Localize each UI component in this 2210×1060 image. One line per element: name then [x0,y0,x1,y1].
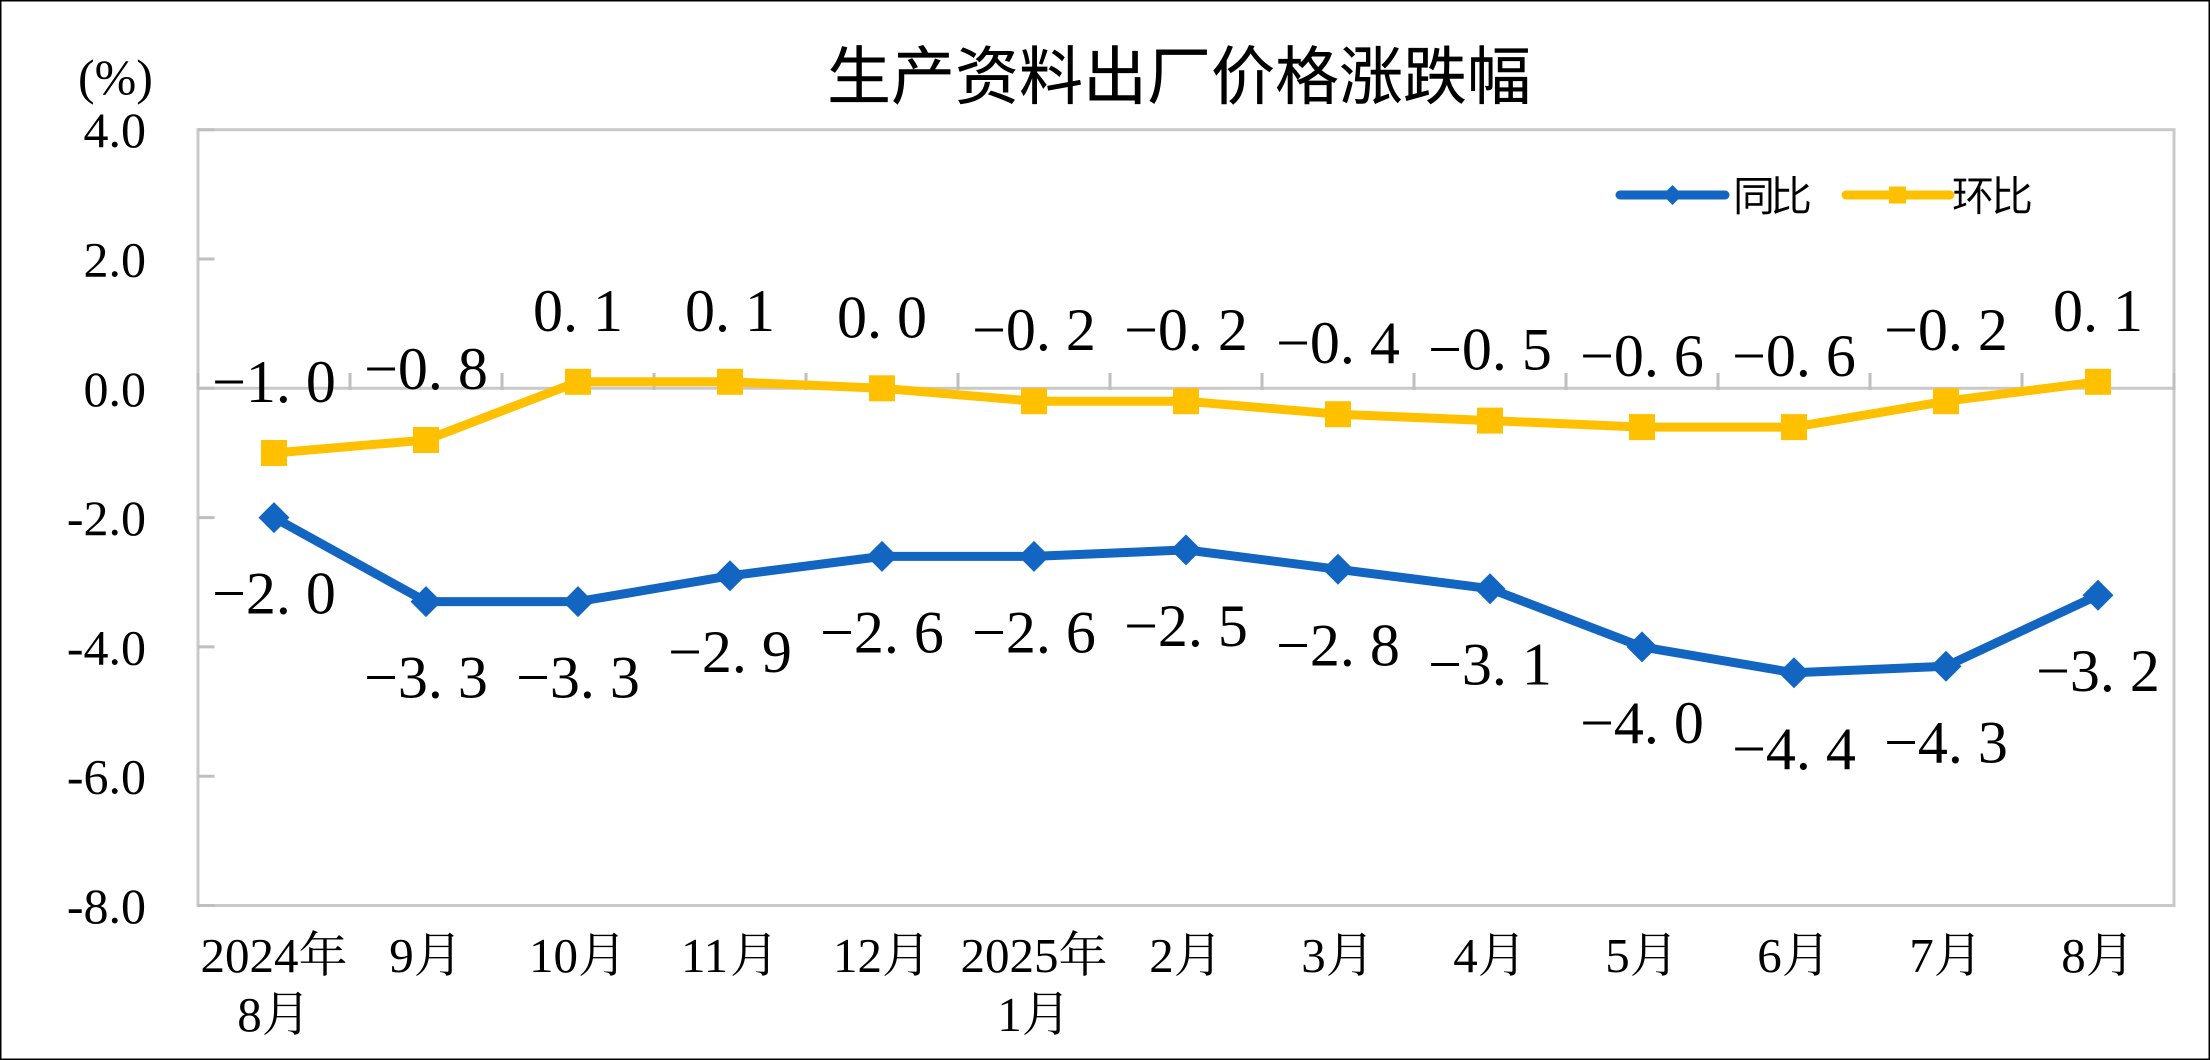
svg-text:2: 2 [1149,928,1174,983]
svg-text:10: 10 [529,928,578,983]
svg-text:1: 1 [997,987,1022,1042]
svg-text:−3. 3: −3. 3 [364,645,488,711]
svg-text:8: 8 [237,987,262,1042]
svg-text:−3. 2: −3. 2 [2036,638,2160,704]
svg-text:0.0: 0.0 [84,361,147,417]
svg-text:−2. 9: −2. 9 [668,619,792,685]
svg-text:−0. 4: −0. 4 [1276,310,1400,376]
svg-text:−2. 0: −2. 0 [212,561,336,627]
svg-text:−2. 8: −2. 8 [1276,612,1400,678]
svg-text:-8.0: -8.0 [67,878,146,934]
svg-text:5: 5 [1605,928,1630,983]
svg-text:3: 3 [1301,928,1326,983]
svg-text:12: 12 [833,928,882,983]
svg-text:(%): (%) [78,49,153,105]
svg-text:−2. 5: −2. 5 [1124,593,1248,659]
svg-text:4: 4 [1453,928,1478,983]
svg-text:2025: 2025 [961,928,1059,983]
svg-text:2.0: 2.0 [84,232,147,288]
svg-text:0. 1: 0. 1 [533,278,623,344]
svg-text:−0. 6: −0. 6 [1580,323,1704,389]
svg-text:11: 11 [681,928,728,983]
svg-text:7: 7 [1909,928,1934,983]
svg-text:4.0: 4.0 [84,102,147,158]
svg-text:−2. 6: −2. 6 [972,599,1096,665]
svg-text:-2.0: -2.0 [67,490,146,546]
svg-text:0. 1: 0. 1 [2053,278,2143,344]
svg-text:-6.0: -6.0 [67,749,146,805]
svg-text:−0. 8: −0. 8 [364,336,488,402]
svg-text:−4. 4: −4. 4 [1732,716,1856,782]
svg-text:−2. 6: −2. 6 [820,599,944,665]
svg-text:0. 0: 0. 0 [837,284,927,350]
svg-text:−0. 5: −0. 5 [1428,317,1552,383]
svg-text:0. 1: 0. 1 [685,278,775,344]
svg-text:−3. 3: −3. 3 [516,645,640,711]
svg-text:−4. 3: −4. 3 [1884,709,2008,775]
svg-text:−4. 0: −4. 0 [1580,690,1704,756]
svg-text:−0. 6: −0. 6 [1732,323,1856,389]
svg-text:-4.0: -4.0 [67,619,146,675]
svg-text:−3. 1: −3. 1 [1428,632,1552,698]
svg-text:2024: 2024 [201,928,299,983]
svg-text:−0. 2: −0. 2 [1884,297,2008,363]
svg-text:8: 8 [2061,928,2086,983]
svg-text:−0. 2: −0. 2 [1124,297,1248,363]
svg-text:−0. 2: −0. 2 [972,297,1096,363]
svg-text:−1. 0: −1. 0 [212,349,336,415]
svg-text:6: 6 [1757,928,1782,983]
svg-text:9: 9 [389,928,414,983]
